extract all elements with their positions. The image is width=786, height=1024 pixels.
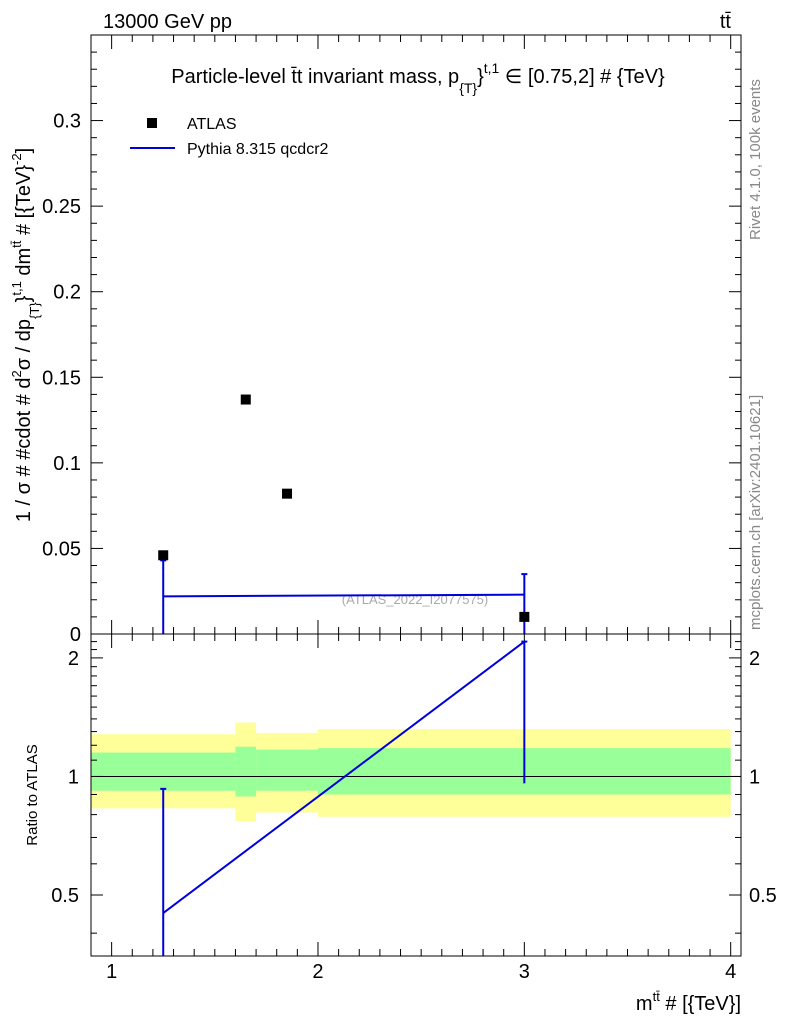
main-y-tick-label: 0 bbox=[70, 624, 81, 646]
main-y-tick-label: 0.3 bbox=[53, 111, 81, 133]
main-title: Particle-level t̄t invariant mass, p{T}}… bbox=[171, 60, 665, 96]
stat-uncertainty-band bbox=[235, 746, 257, 797]
ratio-y-tick-label: 2 bbox=[68, 648, 79, 670]
main-y-axis: 0 0.05 0.1 0.15 0.2 0.25 0.3 bbox=[42, 51, 741, 646]
atlas-data-point bbox=[519, 611, 530, 622]
source-label: mcplots.cern.ch [arXiv:2401.10621] bbox=[747, 395, 764, 630]
x-axis-label: mtt̄ # [{TeV}] bbox=[636, 989, 741, 1015]
ratio-x-axis: 1 2 3 4 bbox=[106, 634, 736, 983]
legend-pythia-label: Pythia 8.315 qcdcr2 bbox=[187, 141, 329, 158]
atlas-data-point bbox=[158, 550, 169, 561]
stat-uncertainty-band bbox=[256, 749, 318, 791]
ratio-pythia-line-segment bbox=[162, 640, 525, 914]
rivet-version-label: Rivet 4.1.0, 100k events bbox=[747, 79, 764, 240]
main-panel: 0 0.05 0.1 0.15 0.2 0.25 0.3 Particle-level t̄… bbox=[9, 34, 742, 646]
ratio-plot-marks bbox=[91, 640, 741, 956]
ratio-panel: 0.5 0.5 1 1 2 2 1 2 3 4 Ratio to ATLAS mtt̄ # [{… bbox=[24, 633, 777, 1015]
main-y-tick-label: 0.15 bbox=[42, 367, 81, 389]
main-y-tick-label: 0.05 bbox=[42, 538, 81, 560]
ratio-y-label: Ratio to ATLAS bbox=[24, 744, 41, 845]
ratio-y-tick-label-right: 1 bbox=[749, 766, 760, 788]
atlas-data-point bbox=[282, 488, 293, 499]
main-y-label: 1 / σ # #cdot # d2σ / dp{T}}t,1 dmtt̄ # … bbox=[9, 148, 42, 522]
energy-label: 13000 GeV pp bbox=[103, 11, 232, 33]
ratio-y-axis: 0.5 0.5 1 1 2 2 bbox=[51, 641, 777, 934]
x-tick-label: 3 bbox=[519, 961, 530, 983]
atlas-data-point bbox=[240, 394, 251, 405]
ratio-y-tick-label: 1 bbox=[68, 766, 79, 788]
x-tick-label: 4 bbox=[725, 961, 736, 983]
main-y-tick-label: 0.25 bbox=[42, 196, 81, 218]
ratio-y-tick-label-right: 2 bbox=[749, 648, 760, 670]
ratio-y-tick-label: 0.5 bbox=[51, 885, 79, 907]
main-plot-marks bbox=[158, 394, 530, 634]
main-y-tick-label: 0.1 bbox=[53, 453, 81, 475]
pythia-line-segment bbox=[163, 593, 525, 598]
ratio-uncertainty-bands bbox=[91, 722, 731, 822]
main-x-ticks bbox=[111, 35, 732, 634]
legend: ATLAS Pythia 8.315 qcdcr2 bbox=[130, 116, 329, 158]
ratio-frame bbox=[90, 633, 742, 957]
x-tick-label: 1 bbox=[106, 961, 117, 983]
stat-uncertainty-band bbox=[91, 752, 236, 791]
x-tick-label: 2 bbox=[312, 961, 323, 983]
process-label: tt̄ bbox=[720, 11, 732, 33]
legend-atlas-label: ATLAS bbox=[187, 116, 237, 133]
main-y-tick-label: 0.2 bbox=[53, 282, 81, 304]
ratio-y-tick-label-right: 0.5 bbox=[749, 885, 777, 907]
legend-atlas-marker bbox=[147, 118, 157, 128]
